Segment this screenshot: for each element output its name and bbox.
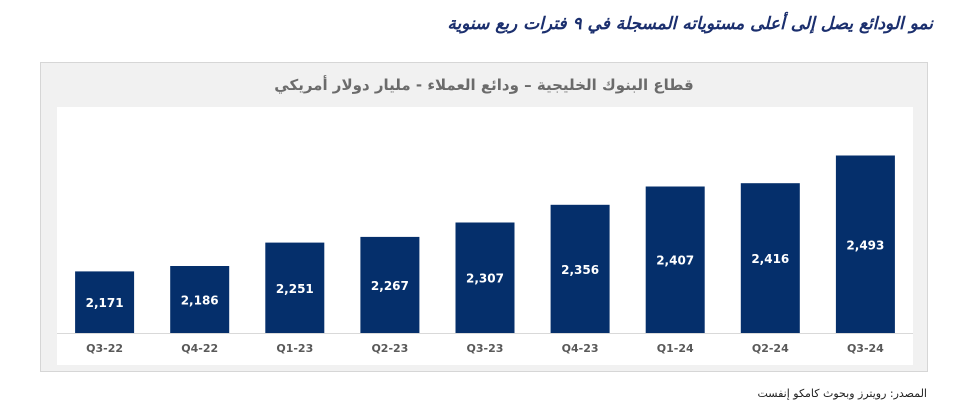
tick-label-q3-22: Q3-22 bbox=[86, 342, 123, 355]
value-label-q2-23: 2,267 bbox=[371, 279, 409, 293]
value-label-q1-24: 2,407 bbox=[656, 254, 694, 268]
plot-area: 2,171 Q3-22 2,186 Q4-22 2,251 Q1-23 2,267 Q2-23… bbox=[57, 107, 913, 365]
tick-label-q3-23: Q3-23 bbox=[467, 342, 504, 355]
bar-chart: 2,171 Q3-22 2,186 Q4-22 2,251 Q1-23 2,267 Q2-23… bbox=[57, 155, 913, 355]
bar-q1-23 bbox=[265, 242, 325, 333]
source-note: المصدر: رويترز وبحوث كامكو إنفست bbox=[757, 387, 927, 400]
value-label-q2-24: 2,416 bbox=[751, 252, 789, 266]
bar-q3-24 bbox=[835, 155, 895, 333]
bar-q1-24 bbox=[645, 186, 705, 333]
bar-q4-23 bbox=[550, 204, 610, 333]
tick-label-q1-24: Q1-24 bbox=[657, 342, 694, 355]
tick-label-q2-23: Q2-23 bbox=[371, 342, 408, 355]
value-label-q4-22: 2,186 bbox=[181, 294, 219, 308]
value-label-q3-22: 2,171 bbox=[86, 296, 124, 310]
bar-q3-23 bbox=[455, 222, 515, 333]
value-label-q4-23: 2,356 bbox=[561, 263, 599, 277]
bar-q4-22 bbox=[170, 266, 230, 333]
bar-q3-22 bbox=[75, 271, 135, 333]
bar-q2-23 bbox=[360, 236, 420, 333]
value-label-q3-23: 2,307 bbox=[466, 272, 504, 286]
tick-label-q4-23: Q4-23 bbox=[562, 342, 599, 355]
tick-label-q3-24: Q3-24 bbox=[847, 342, 884, 355]
chart-panel: قطاع البنوك الخليجية – ودائع العملاء - م… bbox=[40, 62, 928, 372]
tick-label-q4-22: Q4-22 bbox=[181, 342, 218, 355]
value-label-q3-24: 2,493 bbox=[846, 238, 884, 252]
tick-label-q1-23: Q1-23 bbox=[276, 342, 313, 355]
tick-label-q2-24: Q2-24 bbox=[752, 342, 789, 355]
chart-title: قطاع البنوك الخليجية – ودائع العملاء - م… bbox=[274, 76, 694, 94]
value-label-q1-23: 2,251 bbox=[276, 282, 314, 296]
headline: نمو الودائع يصل إلى أعلى مستوياته المسجل… bbox=[447, 14, 933, 34]
bar-q2-24 bbox=[740, 183, 800, 333]
